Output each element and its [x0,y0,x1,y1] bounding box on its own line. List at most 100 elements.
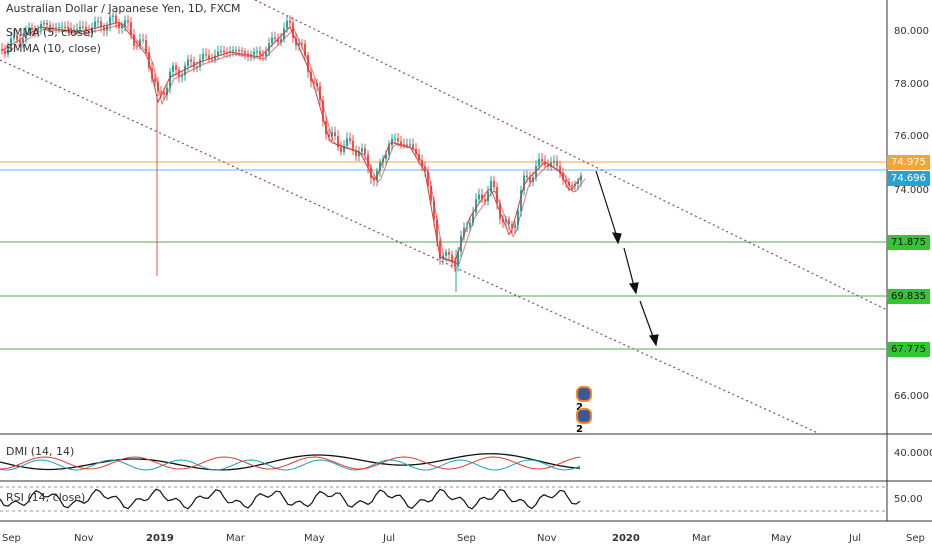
forecast-arrow[interactable] [595,170,619,241]
event-marker[interactable]: 2 [576,386,598,413]
candle-body [142,39,144,41]
candle-body [13,35,15,39]
event-marker[interactable]: 2 [576,408,598,435]
candle-body [277,39,279,43]
candle-body [535,166,537,178]
flag-icon [576,408,592,424]
price-tick: 78.000 [894,79,929,90]
candle-body [445,252,447,256]
candle-body [136,46,138,48]
time-tick: Sep [2,533,21,544]
candle-body [55,27,57,29]
smma-10-line [5,23,586,265]
candle-body [304,43,306,56]
candle-body [79,26,81,30]
channel-lower-line[interactable] [0,59,821,435]
candle-body [484,199,486,202]
candle-body [517,210,519,225]
candle-body [76,29,78,32]
candle-body [556,160,558,166]
candle-body [232,50,234,52]
candle-body [562,173,564,180]
time-tick: Jul [383,533,396,544]
candle-body [31,27,33,30]
level-price-tag: 69.835 [887,289,930,304]
candle-body [70,28,72,31]
candle-body [64,26,66,28]
candle-body [538,159,540,167]
smma-5-line [1,21,582,263]
candle-body [67,26,69,29]
candle-body [424,166,426,172]
candle-body [214,55,216,60]
candle-body [370,167,372,178]
candle-body [130,22,132,35]
dmi-plus-line [0,459,581,471]
candle-body [43,22,45,25]
dmi-label[interactable]: DMI (14, 14) [6,445,75,458]
candle-body [520,190,522,211]
candle-body [487,191,489,202]
candle-body [559,165,561,174]
time-tick: Mar [226,533,245,544]
channel-upper-line[interactable] [254,0,888,311]
candle-body [343,145,345,153]
candle-body [94,21,96,28]
candle-body [481,194,483,200]
candle-body [208,55,210,60]
price-tick: 80.000 [894,26,929,37]
candle-body [280,38,282,43]
candle-body [334,132,336,137]
candle-body [154,78,156,83]
candle-body [271,37,273,44]
candle-body [88,30,90,33]
candle-body [577,180,579,185]
candle-body [163,92,165,96]
flag-icon [576,386,592,402]
event-count: 2 [576,424,583,435]
candle-body [49,24,51,28]
candle-body [175,65,177,70]
time-tick: Nov [537,533,557,544]
rsi-line [0,488,581,510]
candle-body [91,27,93,33]
resistance-price-tag: 74.975 [887,155,930,170]
candle-body [508,219,510,225]
candle-body [412,144,414,149]
candle-body [457,251,459,267]
time-tick: Nov [74,533,94,544]
candle-body [241,50,243,52]
candle-body [454,262,456,267]
time-tick: Sep [906,533,925,544]
dmi-axis-value: 40.0000 [894,448,932,459]
candle-body [301,43,303,45]
candle-body [400,141,402,145]
candle-body [160,91,162,93]
candle-body [16,35,18,40]
candle-body [472,212,474,223]
candle-body [388,144,390,155]
candle-body [313,81,315,83]
indicator-smma-10[interactable]: SMMA (10, close) [6,42,101,55]
candle-body [442,255,444,260]
candle-body [397,138,399,142]
candle-body [355,150,357,157]
candle-body [421,160,423,167]
candle-body [553,160,555,163]
arrowhead-icon [648,334,659,347]
forecast-arrows[interactable] [595,170,659,347]
level-price-tag: 67.775 [887,342,930,357]
candle-body [100,21,102,28]
indicator-smma-5[interactable]: SMMA (5, close) [6,26,94,39]
candle-body [61,26,63,28]
candle-body [391,138,393,145]
rsi-label[interactable]: RSI (14, close) [6,491,86,504]
price-tick: 74.000 [894,185,929,196]
candle-body [40,24,42,29]
candle-body [109,16,111,26]
candle-body [307,55,309,72]
candle-body [124,20,126,27]
candle-body [571,185,573,187]
